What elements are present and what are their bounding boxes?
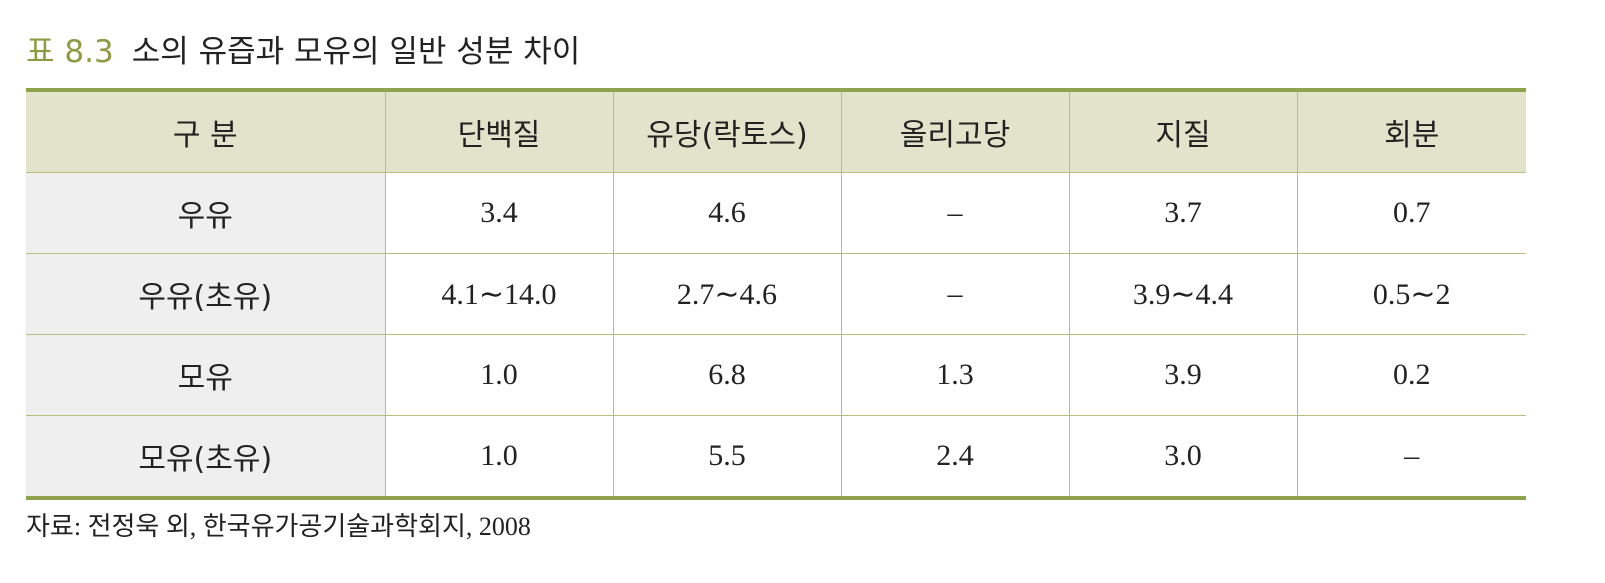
table-row: 모유(초유) 1.0 5.5 2.4 3.0– [26, 415, 1526, 498]
table-cell: 3.9∼4.4 [1068, 253, 1297, 335]
table-row: 우유(초유) 4.1∼14.0 2.7∼4.6–3.9∼4.4 0.5∼2 [26, 253, 1526, 335]
table-cell: 4.6 [612, 172, 841, 254]
table-cell: 3.7 [1068, 172, 1297, 254]
table-cell: 1.0 [384, 334, 613, 416]
caption-label: 표 8.3 [26, 34, 114, 70]
table-cell: – [840, 172, 1069, 254]
table-cell: 1.0 [384, 415, 613, 498]
table-cell: 0.2 [1296, 334, 1526, 416]
table-cell: 2.7∼4.6 [612, 253, 841, 335]
table-cell: 4.1∼14.0 [384, 253, 613, 335]
table-cell: 1.3 [840, 334, 1069, 416]
table-cell: 3.9 [1068, 334, 1297, 416]
table-body: 우유 3.4 4.6–3.7 0.7 우유(초유) 4.1∼14.0 2.7∼4.6–3.9… [26, 172, 1526, 498]
row-label: 우유 [26, 172, 385, 254]
row-label: 모유(초유) [26, 415, 385, 498]
table-cell: – [840, 253, 1069, 335]
header-cell: 단백질 [384, 90, 613, 173]
table-cell: 3.4 [384, 172, 613, 254]
table-cell: 6.8 [612, 334, 841, 416]
header-cell: 올리고당 [840, 90, 1069, 173]
row-label: 모유 [26, 334, 385, 416]
header-cell: 유당(락토스) [612, 90, 841, 173]
table-row: 우유 3.4 4.6–3.7 0.7 [26, 172, 1526, 254]
header-cell: 구 분 [26, 90, 385, 173]
table-cell: 2.4 [840, 415, 1069, 498]
caption-title: 소의 유즙과 모유의 일반 성분 차이 [131, 34, 581, 70]
source-note: 자료: 전정욱 외, 한국유가공기술과학회지, 2008 [26, 512, 531, 541]
table-cell: 0.7 [1296, 172, 1526, 254]
header-cell: 지질 [1068, 90, 1297, 173]
table-cell: 3.0 [1068, 415, 1297, 498]
table-cell: 0.5∼2 [1296, 253, 1526, 335]
row-label: 우유(초유) [26, 253, 385, 335]
table-cell: 5.5 [612, 415, 841, 498]
data-table: 구 분 단백질 유당(락토스) 올리고당 지질 회분 우유 3.4 4.6–3.7 0.7 우유(… [26, 88, 1526, 500]
table-header: 구 분 단백질 유당(락토스) 올리고당 지질 회분 [26, 90, 1526, 173]
header-row: 구 분 단백질 유당(락토스) 올리고당 지질 회분 [26, 90, 1526, 173]
table-caption: 표 8.3 소의 유즙과 모유의 일반 성분 차이 [26, 26, 580, 71]
table-row: 모유 1.0 6.8 1.3 3.9 0.2 [26, 334, 1526, 416]
table-cell: – [1296, 415, 1526, 498]
header-cell: 회분 [1296, 90, 1526, 173]
